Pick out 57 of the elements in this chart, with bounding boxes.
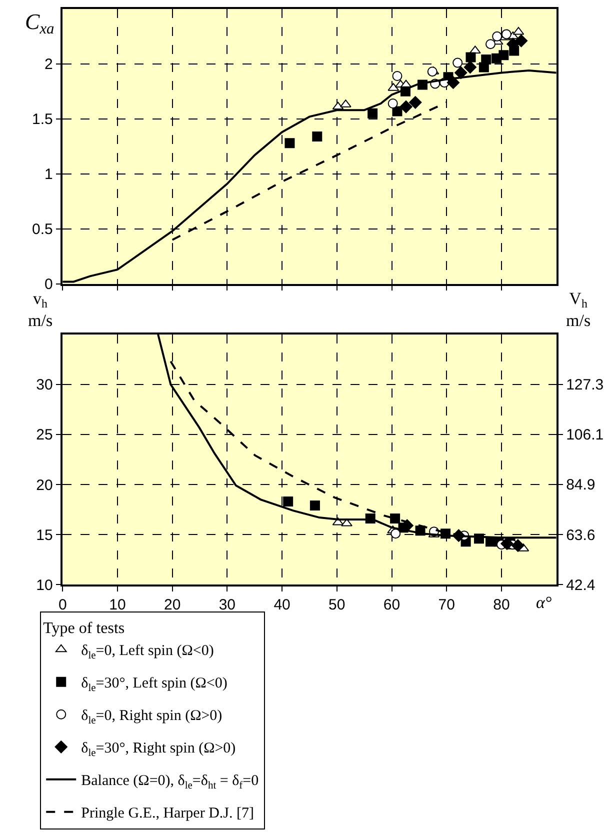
y-tick-label: 25 xyxy=(36,426,53,444)
point xyxy=(500,537,514,550)
point xyxy=(454,66,468,80)
point xyxy=(486,39,496,50)
y-tick-label: 30 xyxy=(36,376,53,394)
point xyxy=(312,132,322,142)
x-tick-label: 70 xyxy=(438,596,455,614)
y-tick-label: 10 xyxy=(36,576,53,594)
y2-tick-label: 42.4 xyxy=(566,576,596,594)
y2-tick-label: 127.3 xyxy=(566,376,604,394)
point xyxy=(392,71,402,81)
x-tick-label: 10 xyxy=(109,596,126,614)
x-tick-label: 0 xyxy=(58,596,67,614)
point xyxy=(481,54,492,65)
legend-label: Pringle G.E., Harper D.J. [7] xyxy=(81,806,254,822)
y-tick-label: 0.5 xyxy=(32,221,53,238)
point xyxy=(388,98,398,108)
x-tick-label: 80 xyxy=(493,596,510,614)
point xyxy=(427,66,438,77)
x-tick-label: 40 xyxy=(274,596,290,614)
y2-tick-label: 106.1 xyxy=(566,426,604,444)
y-tick-label: 1.5 xyxy=(32,111,53,128)
point xyxy=(466,52,476,62)
y2-tick-label: 63.6 xyxy=(566,526,596,544)
point xyxy=(390,528,401,539)
y-tick-label: 2 xyxy=(44,56,53,74)
point xyxy=(400,100,412,114)
legend-label: δ$_{le}$=0, Left spin (Ω<0) xyxy=(81,643,214,662)
x-tick-label: 50 xyxy=(328,596,346,614)
y-tick-label: 15 xyxy=(36,526,53,544)
point xyxy=(368,108,378,118)
y-axis-title: C$_{xa}$ xyxy=(25,9,55,38)
point xyxy=(390,514,400,524)
legend-title: Type of tests xyxy=(43,620,125,638)
legend-label: Balance (Ω=0), δ$_{le}$=δ$_{ht}$ = δ$_{f}$=0 xyxy=(81,773,259,792)
point xyxy=(452,58,463,68)
point xyxy=(514,34,528,48)
point xyxy=(409,96,422,109)
x-axis-title: α° xyxy=(536,593,552,612)
x-tick-label: 60 xyxy=(383,596,400,614)
point xyxy=(283,496,294,507)
point xyxy=(501,29,512,40)
point xyxy=(464,60,477,74)
point xyxy=(498,50,509,60)
y-tick-label: 1 xyxy=(44,166,53,184)
point xyxy=(310,500,320,511)
y-tick-label: 20 xyxy=(36,476,53,494)
legend-label: δ$_{le}$=0, Right spin (Ω>0) xyxy=(81,708,222,726)
point xyxy=(512,539,524,552)
legend-label: δ$_{le}$=30°, Left spin (Ω<0) xyxy=(81,676,228,694)
y2-axis-title: V$_{h}$ m/s xyxy=(566,289,591,330)
point xyxy=(492,31,502,42)
x-tick-label: 20 xyxy=(164,596,181,614)
x-tick-label: 30 xyxy=(218,596,236,614)
legend-label: δ$_{le}$=30°, Right spin (Ω>0) xyxy=(81,740,236,759)
y2-tick-label: 84.9 xyxy=(566,476,596,494)
point xyxy=(284,138,295,148)
